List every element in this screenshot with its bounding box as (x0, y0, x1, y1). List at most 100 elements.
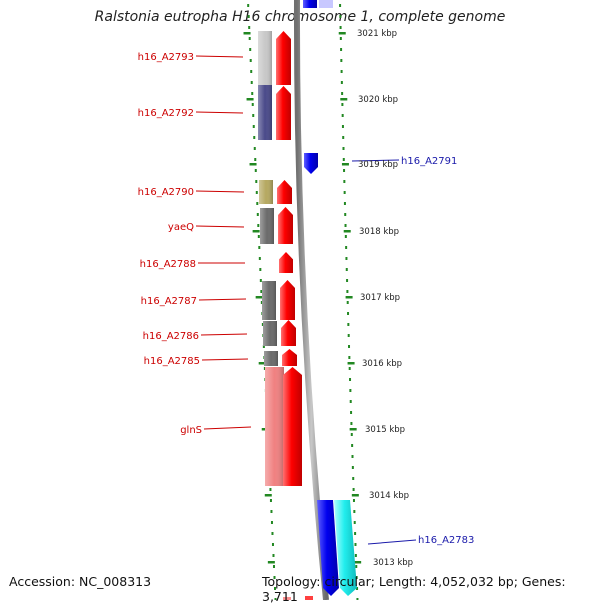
forward-gene (305, 596, 313, 600)
cog-shade (265, 367, 284, 486)
major-tick (347, 362, 355, 365)
tick-mark (254, 158, 257, 161)
tick-mark (249, 48, 252, 51)
tick-mark (248, 37, 251, 40)
tick-mark (341, 114, 344, 117)
tick-mark (341, 92, 344, 95)
gene-label[interactable]: h16_A2787 (141, 296, 197, 307)
tick-mark (350, 411, 353, 414)
tick-mark (256, 202, 259, 205)
kbp-label: 3015 kbp (365, 425, 405, 435)
major-tick (243, 32, 251, 35)
major-tick (255, 296, 263, 299)
kbp-label: 3021 kbp (357, 29, 397, 39)
tick-mark (347, 323, 350, 326)
gene-label[interactable]: h16_A2783 (418, 535, 474, 546)
tick-mark (274, 587, 277, 590)
major-tick (249, 163, 257, 166)
tick-mark (261, 323, 264, 326)
tick-mark (356, 598, 359, 600)
gene-label[interactable]: glnS (180, 425, 202, 436)
tick-mark (259, 279, 262, 282)
gene-label[interactable]: h16_A2792 (138, 108, 194, 119)
tick-mark (344, 213, 347, 216)
tick-mark (274, 598, 277, 600)
tick-mark (250, 81, 253, 84)
gene-label[interactable]: h16_A2788 (140, 259, 196, 270)
tick-mark (348, 356, 351, 359)
gene-label[interactable]: h16_A2791 (401, 156, 457, 167)
forward-gene-arrow (283, 367, 302, 486)
tick-mark (269, 499, 272, 502)
gene-label[interactable]: yaeQ (168, 222, 194, 233)
tick-mark (271, 532, 274, 535)
forward-gene-arrow (282, 349, 297, 366)
cog-shade (258, 85, 272, 140)
tick-mark (342, 147, 345, 150)
forward-gene-arrow (279, 252, 293, 273)
tick-mark (350, 433, 353, 436)
leader-line (195, 111, 244, 114)
tick-mark (260, 290, 263, 293)
tick-mark (247, 15, 250, 18)
cog-shade (262, 281, 276, 320)
tick-mark (255, 180, 258, 183)
tick-mark (346, 279, 349, 282)
tick-mark (343, 169, 346, 172)
leader-line (195, 225, 245, 228)
kbp-label: 3017 kbp (360, 293, 400, 303)
tick-mark (354, 543, 357, 546)
major-tick (343, 230, 351, 233)
tick-mark (340, 48, 343, 51)
tick-mark (343, 191, 346, 194)
kbp-label: 3019 kbp (358, 160, 398, 170)
reverse-gene-arrow (317, 500, 339, 596)
tick-mark (344, 224, 347, 227)
cog-shade (264, 351, 278, 366)
gene-label[interactable]: h16_A2790 (138, 187, 194, 198)
tick-mark (249, 59, 252, 62)
tick-mark (341, 103, 344, 106)
tick-mark (273, 576, 276, 579)
tick-mark (259, 268, 262, 271)
tick-mark (270, 521, 273, 524)
tick-mark (258, 246, 261, 249)
major-tick (264, 494, 272, 497)
forward-gene-arrow (280, 280, 295, 320)
leader-line (367, 539, 417, 545)
tick-mark (349, 389, 352, 392)
cog-shade (263, 321, 277, 346)
reverse-gene (303, 0, 317, 8)
tick-mark (354, 554, 357, 557)
kbp-label: 3014 kbp (369, 491, 409, 501)
tick-mark (339, 26, 342, 29)
tick-mark (250, 70, 253, 73)
accession-text: Accession: NC_008313 (9, 574, 152, 589)
forward-gene-arrow (277, 180, 292, 204)
tick-mark (343, 180, 346, 183)
tick-mark (260, 301, 263, 304)
tick-mark (351, 444, 354, 447)
tick-mark (340, 70, 343, 73)
reverse-gene-arrow (334, 500, 357, 596)
tick-mark (257, 235, 260, 238)
gene-label[interactable]: h16_A2785 (144, 356, 200, 367)
tick-mark (348, 345, 351, 348)
tick-mark (262, 345, 265, 348)
tick-mark (353, 521, 356, 524)
tick-mark (340, 81, 343, 84)
tick-mark (351, 455, 354, 458)
kbp-label: 3016 kbp (362, 359, 402, 369)
gene-label[interactable]: h16_A2786 (143, 331, 199, 342)
tick-mark (354, 532, 357, 535)
major-tick (258, 362, 266, 365)
reverse-gene-arrow (304, 153, 318, 174)
gene-label[interactable]: h16_A2793 (138, 52, 194, 63)
tick-mark (251, 103, 254, 106)
tick-mark (257, 224, 260, 227)
tick-mark (339, 37, 342, 40)
tick-mark (346, 290, 349, 293)
tick-mark (350, 422, 353, 425)
tick-mark (253, 136, 256, 139)
